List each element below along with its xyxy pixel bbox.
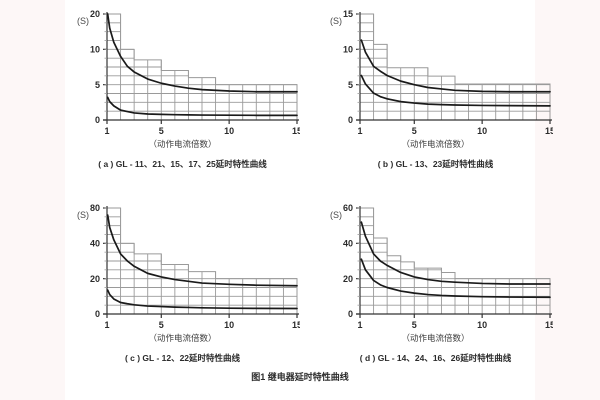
curve-lower-envelope bbox=[360, 258, 551, 299]
x-axis-caption-d: （动作电流倍数） bbox=[401, 333, 470, 343]
x-axis-caption-a: （动作电流倍数） bbox=[148, 139, 217, 149]
panel-caption-c: ( c ) GL - 12、22延时特性曲线 bbox=[124, 353, 241, 363]
svg-text:5: 5 bbox=[159, 126, 164, 136]
curve-upper-envelope bbox=[106, 214, 298, 287]
svg-text:40: 40 bbox=[343, 239, 353, 249]
svg-text:20: 20 bbox=[90, 9, 100, 19]
svg-text:10: 10 bbox=[224, 320, 234, 330]
svg-text:10: 10 bbox=[477, 126, 487, 136]
panel-caption-a: ( a ) GL - 11、21、15、17、25延时特性曲线 bbox=[98, 159, 267, 169]
svg-text:80: 80 bbox=[90, 203, 100, 213]
panel-caption-b: ( b ) GL - 13、23延时特性曲线 bbox=[377, 159, 494, 169]
svg-text:1: 1 bbox=[104, 126, 109, 136]
svg-text:60: 60 bbox=[343, 203, 353, 213]
svg-text:0: 0 bbox=[95, 309, 100, 319]
svg-text:10: 10 bbox=[477, 320, 487, 330]
svg-text:5: 5 bbox=[348, 80, 353, 90]
figure-caption: 图1 继电器延时特性曲线 bbox=[251, 372, 349, 382]
curve-lower-envelope bbox=[360, 74, 551, 107]
svg-text:15: 15 bbox=[292, 126, 300, 136]
svg-text:15: 15 bbox=[545, 126, 553, 136]
curve-upper-envelope bbox=[106, 13, 298, 93]
svg-text:5: 5 bbox=[412, 320, 417, 330]
chart-panel-a: 0 5 10 20 1 5 10 15 (S) （动作电流倍数） ( a ) GL - 11、… bbox=[65, 2, 300, 192]
svg-text:40: 40 bbox=[90, 239, 100, 249]
y-unit-label-a: (S) bbox=[77, 16, 89, 26]
y-unit-label-b: (S) bbox=[330, 16, 342, 26]
svg-text:10: 10 bbox=[343, 45, 353, 55]
svg-text:1: 1 bbox=[104, 320, 109, 330]
curve-upper-envelope bbox=[360, 39, 551, 93]
svg-text:0: 0 bbox=[348, 309, 353, 319]
curve-lower-envelope bbox=[106, 96, 298, 117]
svg-text:10: 10 bbox=[90, 45, 100, 55]
svg-text:15: 15 bbox=[545, 320, 553, 330]
chart-panel-c: 0 20 40 80 1 5 10 15 (S) （动作电流倍数） ( c ) GL - 12… bbox=[65, 196, 300, 386]
svg-text:1: 1 bbox=[357, 320, 362, 330]
svg-text:1: 1 bbox=[357, 126, 362, 136]
svg-text:5: 5 bbox=[412, 126, 417, 136]
chart-panel-d: 0 20 40 60 1 5 10 15 (S) （动作电流倍数） ( d ) GL - 14… bbox=[318, 196, 553, 386]
svg-text:0: 0 bbox=[95, 115, 100, 125]
y-unit-label-c: (S) bbox=[77, 210, 89, 220]
svg-text:0: 0 bbox=[348, 115, 353, 125]
x-axis-caption-b: （动作电流倍数） bbox=[401, 139, 470, 149]
svg-text:5: 5 bbox=[95, 80, 100, 90]
y-unit-label-d: (S) bbox=[330, 210, 342, 220]
svg-text:20: 20 bbox=[90, 274, 100, 284]
svg-text:15: 15 bbox=[292, 320, 300, 330]
svg-text:15: 15 bbox=[343, 9, 353, 19]
svg-text:10: 10 bbox=[224, 126, 234, 136]
svg-text:20: 20 bbox=[343, 274, 353, 284]
curve-lower-envelope bbox=[106, 289, 298, 310]
chart-panel-b: 0 5 10 15 1 5 10 15 (S) （动作电流倍数） ( b ) GL - 13、… bbox=[318, 2, 553, 192]
curve-upper-envelope bbox=[360, 221, 551, 285]
panel-caption-d: ( d ) GL - 14、24、16、26延时特性曲线 bbox=[359, 353, 512, 363]
x-axis-caption-c: （动作电流倍数） bbox=[148, 333, 217, 343]
svg-text:5: 5 bbox=[159, 320, 164, 330]
